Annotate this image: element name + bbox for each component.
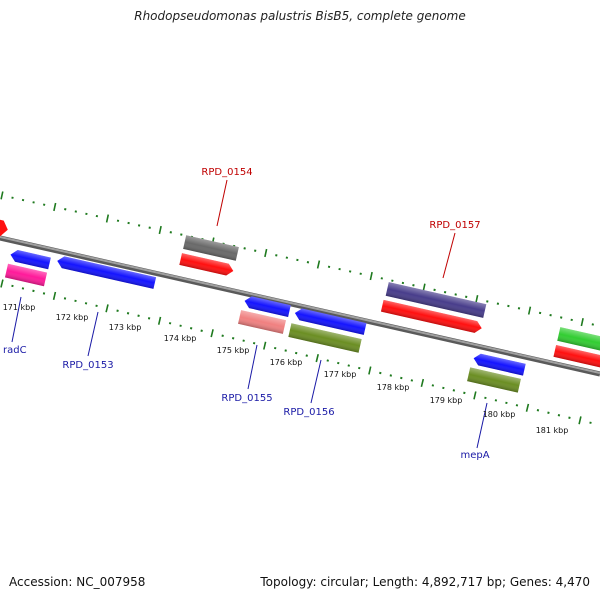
kbp-label: 180 kbp [483,410,516,419]
kbp-scale-labels: 171 kbp 172 kbp 173 kbp 174 kbp 175 kbp … [3,303,569,435]
minor-tick [442,386,445,390]
minor-tick [412,284,415,287]
minor-tick [337,361,340,365]
major-tick [105,214,110,223]
major-tick [0,191,4,200]
minor-tick [189,327,193,330]
gene-features [0,215,600,393]
major-tick [527,306,532,315]
gene-label-rpd-0154[interactable]: RPD_0154 [201,167,252,178]
major-tick [158,225,162,235]
minor-tick [306,261,310,264]
minor-tick [568,416,571,419]
minor-tick [116,309,119,313]
minor-tick [305,354,308,357]
topology-text: Topology: circular; Length: 4,892,717 bp… [260,575,590,589]
minor-tick [536,409,540,412]
minor-tick [285,256,289,259]
major-tick [475,295,479,304]
major-tick [157,316,162,325]
label-leader-lines [11,179,488,449]
major-tick [53,202,57,212]
minor-tick [410,379,414,382]
minor-tick [231,336,235,340]
gene-label-rpd-0157[interactable]: RPD_0157 [429,220,480,231]
minor-tick [431,384,435,387]
major-tick [264,248,268,258]
leader-rpd-0157 [442,232,456,279]
kbp-label: 173 kbp [109,323,142,332]
gene-label-radc[interactable]: radC [3,345,27,356]
minor-tick [11,284,14,288]
minor-tick [200,329,203,332]
major-tick [578,416,582,425]
kbp-label: 181 kbp [536,426,569,435]
minor-tick [221,334,224,337]
genome-backbone-highlight [0,236,600,374]
gene-label-mepa[interactable]: mepA [460,450,489,461]
major-tick [473,391,477,400]
kbp-label: 179 kbp [430,396,463,405]
minor-tick [42,203,46,206]
leader-radc [11,296,22,343]
minor-tick [452,389,456,392]
minor-tick [21,198,25,202]
major-tick [580,318,584,327]
minor-tick [463,391,466,395]
minor-tick [391,279,394,282]
major-tick [525,403,530,412]
leader-rpd-0153 [87,311,99,357]
gene-label-rpd-0156[interactable]: RPD_0156 [283,407,334,418]
major-tick [368,366,372,375]
inner-tick-track [0,279,592,425]
minor-tick [433,288,436,292]
kbp-label: 178 kbp [377,383,410,392]
accession-text: Accession: NC_007958 [9,575,146,589]
leader-rpd-0156 [310,359,322,404]
major-tick [263,341,267,350]
minor-tick [137,314,140,318]
major-tick [210,329,214,338]
minor-tick [243,247,246,250]
kbp-label: 175 kbp [217,346,250,355]
minor-tick [358,366,361,370]
outer-tick-track [0,191,594,327]
minor-tick [84,302,88,305]
map-title: Rhodopseudomonas palustris BisB5, comple… [134,9,466,23]
minor-tick [348,270,352,273]
kbp-label: 176 kbp [270,358,303,367]
major-tick [369,271,373,281]
minor-tick [64,208,67,211]
kbp-label: 177 kbp [324,370,357,379]
major-tick [52,291,57,300]
major-tick [315,354,319,363]
leader-rpd-0154 [216,179,228,227]
minor-tick [32,289,35,293]
leader-rpd-0155 [247,344,258,390]
minor-tick [126,312,130,315]
minor-tick [252,341,256,345]
minor-tick [326,359,329,362]
major-tick [0,279,4,288]
major-tick [316,260,321,269]
minor-tick [547,411,550,415]
minor-tick [21,287,25,290]
gene-label-rpd-0153[interactable]: RPD_0153 [62,360,113,371]
major-tick [420,378,425,387]
minor-tick [95,304,98,308]
kbp-label: 172 kbp [56,313,89,322]
minor-tick [242,339,245,342]
gene-label-rpd-0155[interactable]: RPD_0155 [221,393,272,404]
gene-arrow-red-edge[interactable] [0,215,10,238]
kbp-label: 171 kbp [3,303,36,312]
major-tick [105,304,109,313]
minor-tick [515,404,519,407]
minor-tick [347,364,350,367]
minor-tick [327,265,331,269]
minor-tick [557,414,561,417]
kbp-label: 174 kbp [164,334,197,343]
leader-mepa [476,402,488,449]
